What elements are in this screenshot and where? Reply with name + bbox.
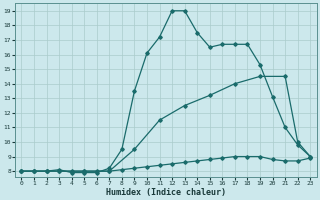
X-axis label: Humidex (Indice chaleur): Humidex (Indice chaleur) <box>106 188 226 197</box>
